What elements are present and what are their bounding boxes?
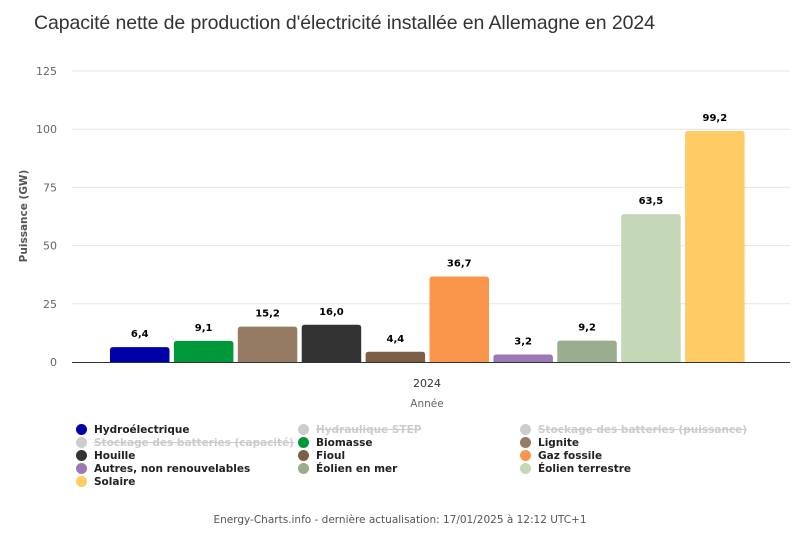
bar-éolien-en-mer (557, 340, 617, 362)
data-label: 16,0 (319, 307, 344, 318)
legend-item[interactable]: Fioul (298, 449, 345, 462)
x-axis-label: Année (410, 398, 443, 410)
bar-autres-non-renouvelables (493, 354, 553, 362)
legend-item[interactable]: Éolien terrestre (520, 462, 631, 475)
data-label: 6,4 (131, 329, 149, 340)
y-axis-label: Puissance (GW) (18, 170, 30, 263)
bar-houille (301, 324, 362, 362)
legend-marker-icon (520, 450, 531, 461)
legend-item[interactable]: Hydraulique STEP (298, 423, 421, 436)
legend-marker-icon (76, 476, 87, 487)
legend-label: Gaz fossile (538, 449, 603, 462)
legend-item[interactable]: Éolien en mer (298, 462, 397, 475)
footer-credit: Energy-Charts.info - dernière actualisat… (213, 514, 587, 526)
legend-label: Biomasse (316, 436, 373, 449)
data-label: 63,5 (639, 196, 664, 207)
chart-title: Capacité nette de production d'électrici… (34, 12, 655, 34)
legend-label: Hydroélectrique (94, 423, 190, 436)
legend-marker-icon (298, 450, 309, 461)
legend-marker-icon (76, 437, 87, 448)
data-label: 36,7 (447, 259, 472, 270)
data-label: 9,1 (195, 323, 213, 334)
legend-item[interactable]: Stockage des batteries (puissance) (520, 423, 747, 436)
legend-item[interactable]: Biomasse (298, 436, 372, 449)
legend-label: Lignite (538, 436, 580, 449)
legend-label: Stockage des batteries (capacité) (94, 436, 294, 449)
legend-label: Solaire (94, 475, 136, 488)
legend-item[interactable]: Autres, non renouvelables (76, 462, 250, 475)
legend-label: Autres, non renouvelables (94, 462, 251, 475)
data-label: 15,2 (255, 309, 280, 320)
legend-marker-icon (520, 437, 531, 448)
bar-lignite (237, 326, 298, 362)
x-tick-label: 2024 (413, 377, 441, 390)
data-label: 99,2 (703, 113, 728, 124)
y-tick-label: 25 (43, 298, 57, 311)
data-label: 4,4 (386, 334, 404, 345)
legend-marker-icon (298, 437, 309, 448)
legend-label: Hydraulique STEP (316, 423, 422, 436)
legend-label: Fioul (316, 449, 346, 462)
bar-biomasse (173, 340, 234, 362)
legend-label: Stockage des batteries (puissance) (538, 423, 748, 436)
legend-item[interactable]: Lignite (520, 436, 579, 449)
data-label: 3,2 (514, 337, 532, 348)
bar-solaire (685, 131, 745, 362)
legend-item[interactable]: Houille (76, 449, 135, 462)
legend-label: Éolien terrestre (538, 462, 632, 475)
y-tick-label: 0 (50, 356, 57, 369)
data-label: 9,2 (578, 323, 596, 334)
bar-fioul (365, 351, 426, 362)
y-tick-label: 125 (36, 65, 57, 78)
y-tick-label: 100 (36, 123, 57, 136)
legend-marker-icon (298, 463, 309, 474)
bar-éolien-terrestre (621, 214, 681, 362)
legend-marker-icon (76, 424, 87, 435)
legend-marker-icon (298, 424, 309, 435)
legend-marker-icon (520, 463, 531, 474)
legend-marker-icon (520, 424, 531, 435)
bar-hydroélectrique (110, 347, 170, 362)
legend-marker-icon (76, 463, 87, 474)
legend-item[interactable]: Stockage des batteries (capacité) (76, 436, 294, 449)
y-tick-label: 75 (43, 181, 57, 194)
legend-item[interactable]: Solaire (76, 475, 135, 488)
legend-item[interactable]: Hydroélectrique (76, 423, 190, 436)
legend-item[interactable]: Gaz fossile (520, 449, 602, 462)
legend-marker-icon (76, 450, 87, 461)
legend-label: Houille (94, 449, 136, 462)
bar-gaz-fossile (429, 276, 489, 362)
y-tick-label: 50 (43, 240, 57, 253)
bar-chart: 0 25 50 75 100 125 Puissance (GW) 6,4 9,1 15,2 16,… (18, 65, 790, 410)
legend-label: Éolien en mer (316, 462, 398, 475)
